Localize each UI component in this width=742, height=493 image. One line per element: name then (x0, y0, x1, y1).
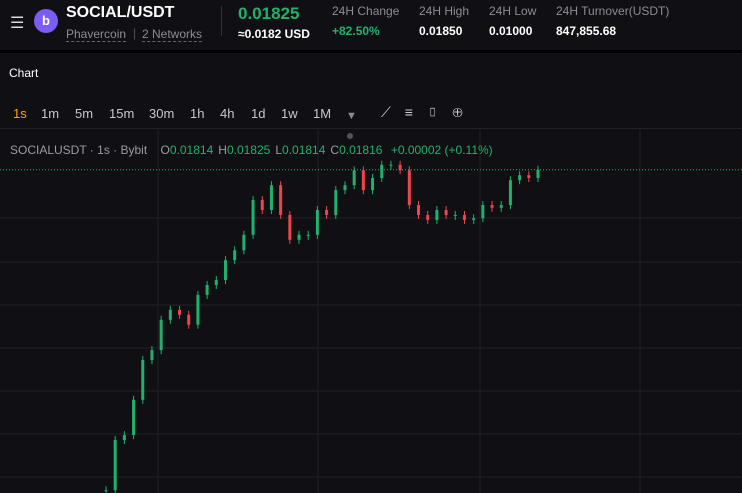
networks[interactable]: 2 Networks (142, 27, 203, 42)
chart (0, 130, 742, 493)
candle-body (150, 350, 154, 361)
ohlc-value: 0.01816 (339, 143, 383, 157)
candle-body (233, 250, 237, 261)
stat-label: 24H Low (489, 4, 537, 18)
candle-body (444, 209, 448, 215)
candle-body (104, 490, 108, 492)
ohlc-key: O (160, 143, 170, 157)
ohlc-value: 0.01814 (169, 143, 214, 157)
interval-button[interactable]: 1w (281, 106, 298, 121)
candle-body (113, 440, 117, 491)
interval-button[interactable]: 1M (313, 106, 332, 121)
header: ☰ b SOCIAL/USDT Phavercoin | 2 Networks … (0, 0, 742, 53)
candle-body (315, 209, 319, 235)
candle-body (426, 214, 430, 220)
stat-value: 0.01000 (489, 24, 533, 38)
candle-body (490, 205, 494, 208)
candle-body (288, 214, 292, 240)
candle-body (214, 280, 218, 286)
separator (0, 128, 742, 129)
candle-body (260, 200, 264, 210)
candle-body (269, 185, 273, 210)
interval-button[interactable]: 4h (220, 106, 235, 121)
coin-icon: b (34, 9, 58, 33)
candle-body (462, 214, 466, 220)
candle-body (306, 234, 310, 236)
stat-label: 24H Change (332, 4, 400, 18)
candle-body (352, 170, 356, 186)
stat-value: +82.50% (332, 24, 380, 38)
divider (221, 6, 222, 36)
stat-label: 24H Turnover(USDT) (556, 4, 670, 18)
candle-body (518, 175, 522, 181)
pair: SOCIAL/USDT (66, 4, 175, 21)
chart-tools[interactable]: ⟋≡▯⊕ (381, 104, 477, 120)
legend-exchange: Bybit (120, 143, 148, 157)
ohlc-value: 0.01825 (226, 143, 271, 157)
stat-label: 24H High (419, 4, 470, 18)
candle-body (334, 190, 338, 215)
ohlc-value: 0.01814 (282, 143, 326, 157)
candle-body (122, 435, 126, 441)
candle-body (159, 319, 163, 351)
interval-button[interactable]: 1d (251, 106, 266, 121)
handle[interactable] (347, 133, 353, 139)
ohlc-key: H (218, 143, 227, 157)
candle-body (435, 209, 439, 220)
candle-body (481, 205, 485, 219)
candle-body (279, 185, 283, 215)
candle-body (499, 205, 503, 208)
candle-body (242, 234, 246, 251)
divider: | (133, 26, 137, 40)
interval-button[interactable]: 5m (75, 106, 94, 121)
interval-button[interactable]: 1h (190, 106, 205, 121)
section-title: Chart (9, 66, 39, 80)
legend: SOCIALUSDT · 1s · Bybit O0.01814 H0.01825… (10, 143, 493, 157)
candle-body (417, 205, 421, 215)
candle-body (472, 218, 476, 220)
grid (0, 130, 742, 493)
interval-button[interactable]: 1m (41, 106, 60, 121)
candle-body (325, 209, 329, 215)
candle-body (132, 399, 136, 436)
legend-interval: 1s (97, 143, 110, 157)
candle-body (205, 285, 209, 295)
candle-body (187, 314, 191, 325)
candle-body (141, 360, 145, 400)
candle-body (508, 180, 512, 206)
menu-icon[interactable]: ☰ (10, 15, 25, 32)
project[interactable]: Phavercoin (66, 27, 127, 42)
legend-ohlc: O0.01814 H0.01825 L0.01814 C0.01816 (161, 143, 388, 157)
stat-value: 847,855.68 (556, 24, 617, 38)
ohlc-key: L (275, 143, 283, 157)
candle-body (361, 170, 365, 191)
stat-value: 0.01850 (419, 24, 463, 38)
candle-body (407, 170, 411, 206)
legend-symbol: SOCIALUSDT (10, 143, 87, 157)
candle-body (251, 200, 255, 235)
price: 0.01825 (238, 4, 300, 23)
candle-body (389, 164, 393, 166)
candle-body (371, 177, 375, 191)
price-usd: ≈0.0182 USD (238, 27, 310, 41)
candle-body (343, 185, 347, 191)
candle-body (168, 309, 172, 320)
candle-body (297, 234, 301, 240)
candle-body (380, 164, 384, 178)
interval-button[interactable]: 30m (149, 106, 175, 121)
candle-body (178, 309, 182, 315)
candle-body (398, 164, 402, 171)
candle-body (223, 260, 227, 281)
candle-body (536, 169, 540, 178)
interval-button[interactable]: 1s (13, 106, 27, 121)
interval-dropdown[interactable]: ▼ (346, 110, 357, 122)
interval-button[interactable]: 15m (109, 106, 135, 121)
ohlc-key: C (330, 143, 340, 157)
candle-body (453, 214, 457, 216)
legend-change: +0.00002 (+0.11%) (390, 143, 493, 157)
candle-body (196, 294, 200, 325)
candle-body (527, 175, 531, 178)
